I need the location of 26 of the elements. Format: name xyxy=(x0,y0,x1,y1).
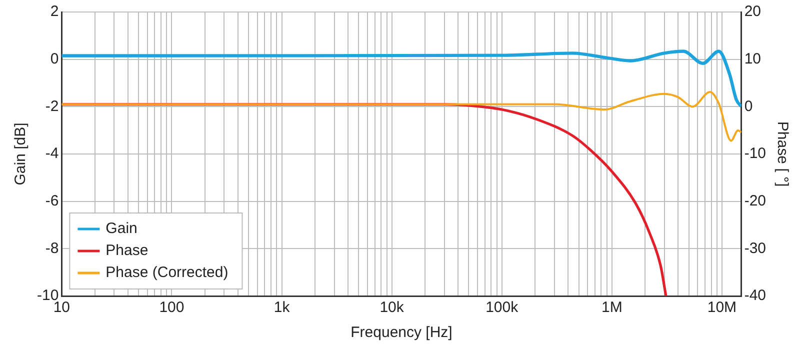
y-tick-label: 0 xyxy=(50,50,59,68)
y2-tick-label: -10 xyxy=(744,145,766,162)
legend-label: Phase (Corrected) xyxy=(106,264,228,282)
x-tick-label: 100 xyxy=(159,299,184,316)
y2-tick-label: 20 xyxy=(744,3,762,20)
x-tick-label: 100k xyxy=(486,299,519,316)
y-tick-label: -4 xyxy=(45,145,59,162)
y-tick-label: -6 xyxy=(45,192,59,210)
x-tick-label: 10M xyxy=(707,299,737,316)
legend-label: Phase xyxy=(106,242,148,260)
y2-tick-label: -30 xyxy=(744,240,766,257)
y-tick-label: -8 xyxy=(45,240,59,257)
y-axis-title: Gain [dB] xyxy=(12,122,30,186)
x-axis-title: Frequency [Hz] xyxy=(350,324,452,342)
x-tick-label: 1k xyxy=(274,299,290,316)
y2-tick-label: 10 xyxy=(744,50,762,68)
x-tick-label: 1M xyxy=(601,299,622,316)
y-tick-label: 2 xyxy=(50,3,59,20)
y2-tick-label: -40 xyxy=(744,287,766,304)
legend-label: Gain xyxy=(106,220,138,238)
x-tick-label: 10k xyxy=(380,299,404,316)
x-tick-label: 10 xyxy=(53,299,70,316)
y2-axis-title: Phase [ °] xyxy=(774,121,791,187)
y2-tick-label: 0 xyxy=(744,98,753,115)
y-tick-label: -2 xyxy=(45,98,59,115)
y2-tick-label: -20 xyxy=(744,192,766,210)
